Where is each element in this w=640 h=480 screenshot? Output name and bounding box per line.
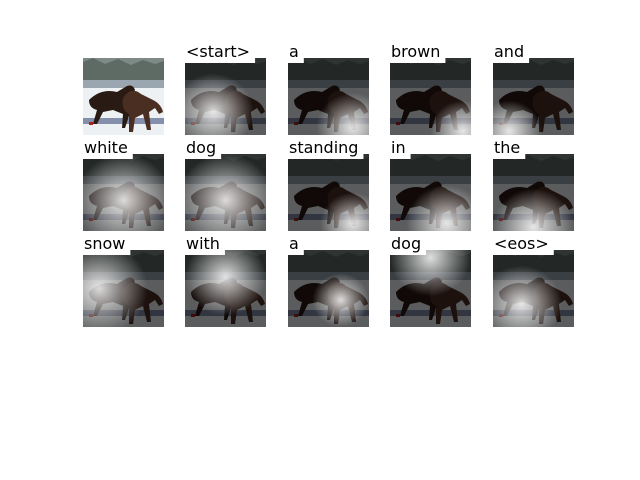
image xyxy=(288,154,369,231)
attention xyxy=(185,250,266,316)
image xyxy=(493,250,574,327)
image xyxy=(288,58,369,135)
word-label: a xyxy=(289,42,299,61)
image-cell: brown xyxy=(390,40,471,135)
image xyxy=(390,58,471,135)
image xyxy=(185,250,266,327)
word-label: in xyxy=(391,138,406,157)
word-label: with xyxy=(186,234,220,253)
word-label: white xyxy=(84,138,128,157)
image-cell xyxy=(83,58,164,135)
image-cell: white xyxy=(83,136,164,231)
image xyxy=(83,58,164,135)
label-bg xyxy=(288,232,304,255)
image xyxy=(83,154,164,231)
word-label: a xyxy=(289,234,299,253)
image xyxy=(390,250,471,327)
attention xyxy=(493,188,574,231)
attention-grid: <start> a brown and white dog standing in the sno… xyxy=(83,40,574,327)
image xyxy=(185,154,266,231)
image-cell: a xyxy=(288,40,369,135)
image-cell: dog xyxy=(185,136,266,231)
image xyxy=(83,250,164,327)
image-cell: the xyxy=(493,136,574,231)
image-cell: <eos> xyxy=(493,232,574,327)
label-bg xyxy=(83,232,131,255)
image-cell: snow xyxy=(83,232,164,327)
attention xyxy=(316,92,369,135)
label-bg xyxy=(185,40,256,63)
label-bg xyxy=(390,232,427,255)
label-bg xyxy=(288,40,304,63)
label-bg xyxy=(83,136,133,159)
word-label: <eos> xyxy=(494,234,549,253)
attention xyxy=(493,100,542,135)
word-label: dog xyxy=(186,138,216,157)
attention xyxy=(493,265,562,327)
attention xyxy=(312,273,369,327)
image-cell: and xyxy=(493,40,574,135)
attention xyxy=(320,192,369,231)
attention xyxy=(83,250,148,327)
label-bg xyxy=(185,136,222,159)
word-label: the xyxy=(494,138,520,157)
word-label: brown xyxy=(391,42,440,61)
image-cell: a xyxy=(288,232,369,327)
attention xyxy=(83,154,164,231)
image-cell: <start> xyxy=(185,40,266,135)
attention xyxy=(390,250,471,297)
label-bg xyxy=(493,232,554,255)
label-bg xyxy=(390,136,411,159)
image xyxy=(185,58,266,135)
image xyxy=(493,58,574,135)
word-label: standing xyxy=(289,138,358,157)
word-label: <start> xyxy=(186,42,250,61)
image-cell: with xyxy=(185,232,266,327)
image-cell: dog xyxy=(390,232,471,327)
attention xyxy=(406,184,471,231)
attention xyxy=(430,100,471,135)
image-cell: in xyxy=(390,136,471,231)
label-bg xyxy=(390,40,446,63)
photo xyxy=(83,58,164,135)
image xyxy=(288,250,369,327)
word-label: dog xyxy=(391,234,421,253)
label-bg xyxy=(493,40,530,63)
image-cell: standing xyxy=(288,136,369,231)
attention xyxy=(185,73,254,135)
word-label: and xyxy=(494,42,524,61)
label-bg xyxy=(185,232,225,255)
label-bg xyxy=(288,136,364,159)
attention xyxy=(185,154,266,231)
image xyxy=(390,154,471,231)
image xyxy=(493,154,574,231)
word-label: snow xyxy=(84,234,125,253)
label-bg xyxy=(493,136,526,159)
